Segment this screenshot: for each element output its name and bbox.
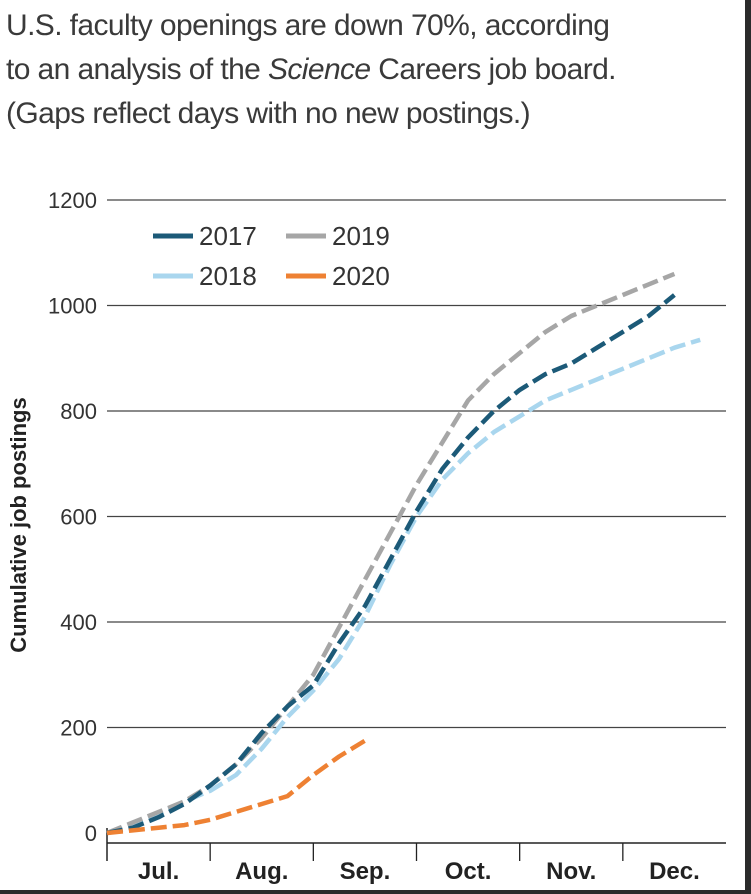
caption-line-2: to an analysis of the Science Careers jo… <box>6 48 726 92</box>
y-tick-label-600: 600 <box>60 505 97 530</box>
series-line-2020 <box>106 738 367 836</box>
y-tick-label-400: 400 <box>60 610 97 635</box>
x-tick-label-jul: Jul. <box>138 858 179 885</box>
legend-label-2018: 2018 <box>199 261 257 291</box>
caption-science-italic: Science <box>267 53 371 86</box>
x-tick-label-nov: Nov. <box>546 858 596 885</box>
legend: 2017 2019 2018 2020 <box>153 221 390 291</box>
y-axis-ticks: 0 200 400 600 800 1000 1200 <box>48 188 97 846</box>
caption-line-1: U.S. faculty openings are down 70%, acco… <box>6 9 610 42</box>
chart-caption: U.S. faculty openings are down 70%, acco… <box>6 4 726 136</box>
y-axis-label: Cumulative job postings <box>6 397 31 652</box>
x-tick-label-aug: Aug. <box>235 858 288 885</box>
series-line-2018 <box>106 337 701 836</box>
x-tick-label-oct: Oct. <box>445 858 492 885</box>
x-axis: Jul. Aug. Sep. Oct. Nov. Dec. <box>106 828 726 885</box>
y-tick-label-0: 0 <box>85 821 97 846</box>
legend-label-2020: 2020 <box>332 261 390 291</box>
y-tick-label-200: 200 <box>60 716 97 741</box>
y-tick-label-1200: 1200 <box>48 188 97 213</box>
y-tick-label-800: 800 <box>60 399 97 424</box>
caption-line-2-end: Careers job board. <box>370 53 616 86</box>
caption-line-2-start: to an analysis of the <box>6 53 268 86</box>
legend-label-2019: 2019 <box>332 221 390 251</box>
caption-line-3: (Gaps reflect days with no new postings.… <box>6 97 531 130</box>
x-tick-label-dec: Dec. <box>649 858 700 885</box>
legend-label-2017: 2017 <box>199 221 257 251</box>
y-tick-label-1000: 1000 <box>48 294 97 319</box>
series-lines <box>106 271 701 836</box>
x-tick-label-sep: Sep. <box>340 858 391 885</box>
series-line-2019 <box>106 271 676 836</box>
